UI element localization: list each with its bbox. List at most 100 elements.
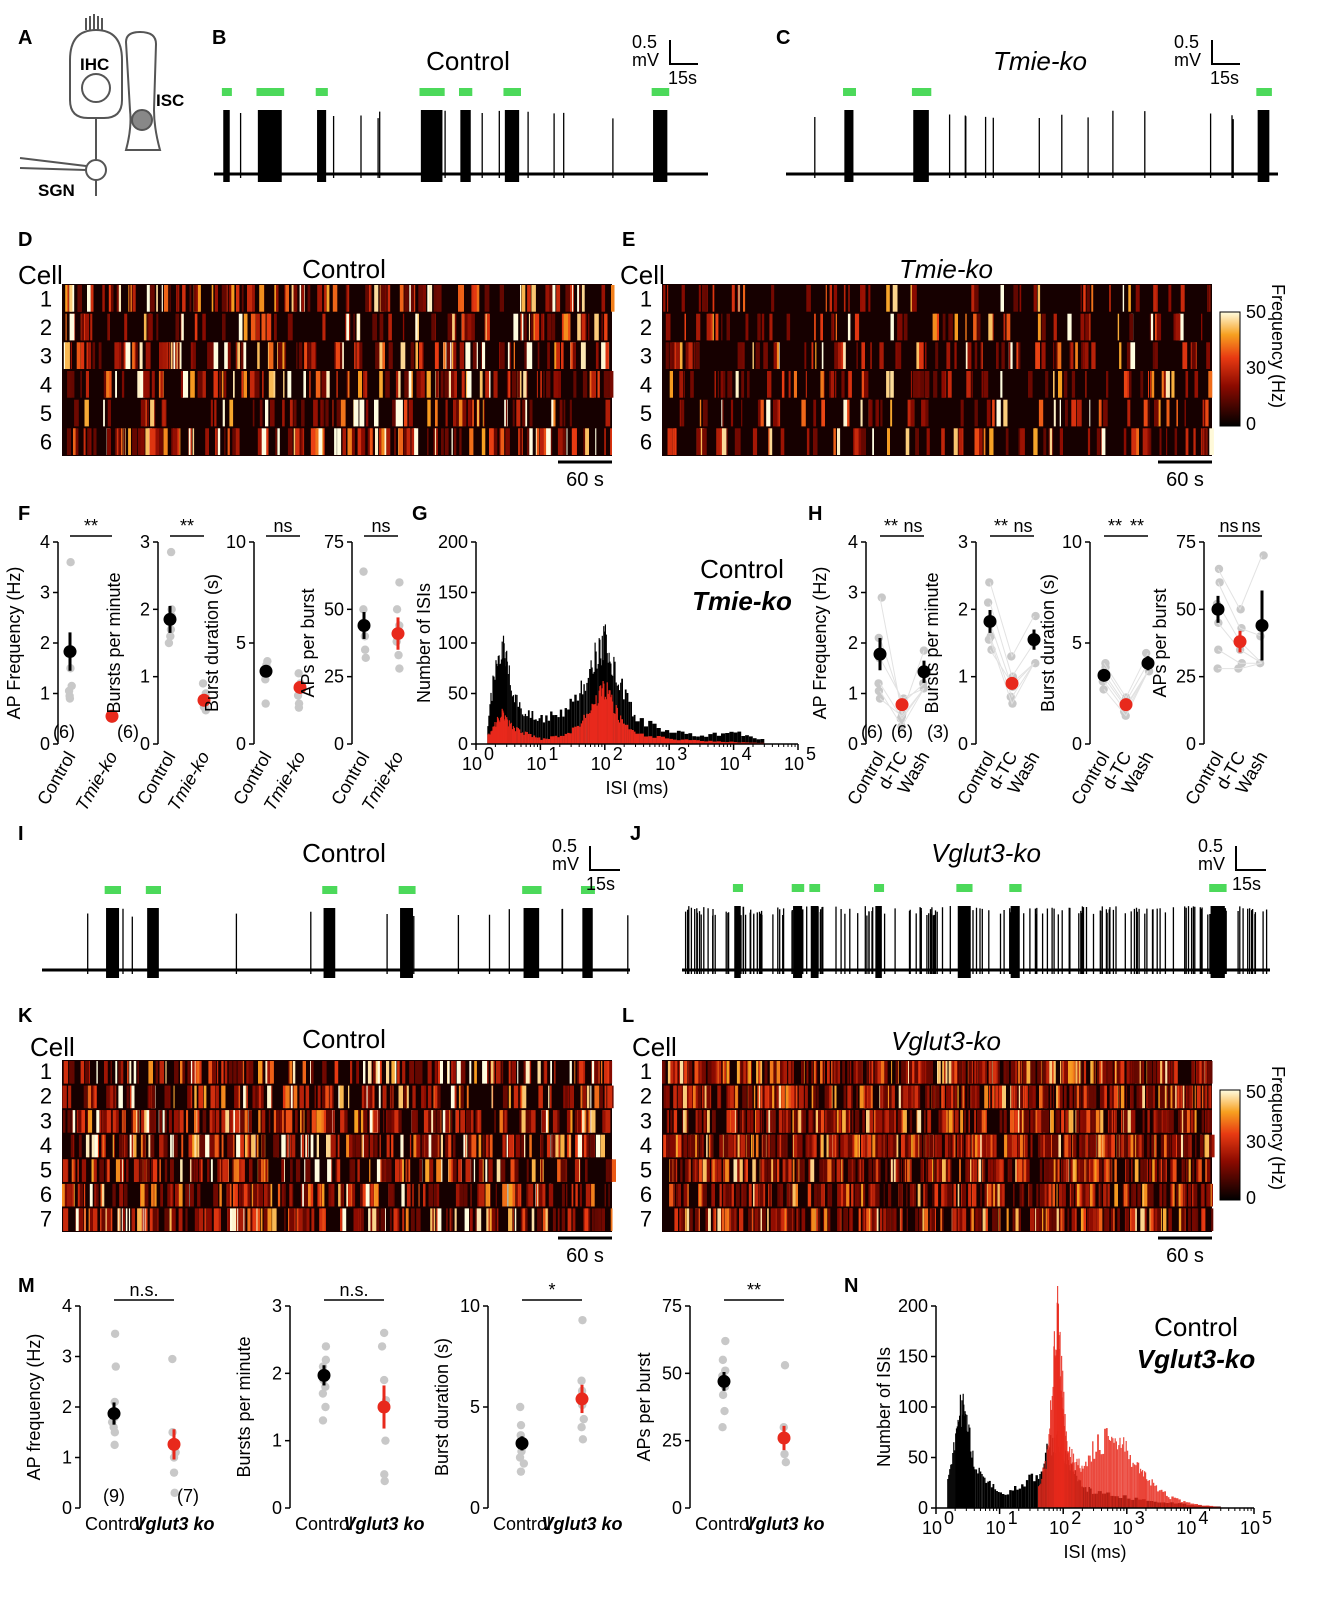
raster-burst — [346, 1183, 348, 1207]
raster-burst — [265, 1159, 268, 1182]
raster-burst — [1003, 1061, 1007, 1084]
raster-burst — [542, 313, 545, 341]
raster-burst — [891, 1085, 895, 1109]
raster-burst — [62, 1183, 65, 1207]
raster-burst — [406, 428, 411, 455]
raster-burst — [857, 1159, 859, 1182]
raster-burst — [104, 371, 110, 398]
raster-burst — [70, 371, 75, 398]
raster-burst — [609, 371, 614, 398]
paired-line — [879, 657, 925, 700]
raster-burst — [1008, 1134, 1012, 1158]
raster-burst — [695, 1085, 698, 1109]
y-tick-label: 5 — [470, 1397, 480, 1417]
raster-burst — [520, 1208, 523, 1231]
trace-panel-b — [214, 88, 708, 182]
raster-burst — [499, 285, 504, 312]
raster-burst — [1008, 342, 1011, 369]
raster-burst — [84, 1183, 86, 1207]
raster-burst — [1186, 1110, 1190, 1133]
raster-burst — [1179, 1208, 1182, 1231]
raster-burst — [727, 371, 733, 398]
raster-burst — [486, 1208, 490, 1231]
raster-burst — [486, 1061, 489, 1084]
raster-burst — [720, 371, 723, 398]
raster-burst — [537, 1061, 541, 1084]
raster-burst — [92, 1208, 98, 1231]
raster-burst — [1132, 1183, 1137, 1207]
raster-burst — [1106, 371, 1109, 398]
raster-burst — [560, 1159, 566, 1182]
raster-burst — [277, 428, 280, 455]
raster-burst — [942, 1110, 947, 1133]
raster-burst — [894, 1134, 899, 1158]
raster-burst — [1039, 313, 1041, 341]
raster-burst — [679, 342, 683, 369]
raster-burst — [701, 1134, 704, 1158]
raster-burst — [383, 1085, 386, 1109]
raster-burst — [242, 342, 247, 369]
histogram-bar — [491, 700, 493, 744]
raster-burst — [463, 1183, 468, 1207]
raster-burst — [88, 1061, 90, 1084]
raster-burst — [98, 342, 102, 369]
raster-burst — [773, 1159, 776, 1182]
raster-burst — [461, 371, 465, 398]
raster-burst — [953, 428, 958, 455]
raster-burst — [86, 342, 89, 369]
raster-burst — [165, 1110, 167, 1133]
raster-burst — [548, 1085, 550, 1109]
raster-burst — [941, 1183, 945, 1207]
raster-burst — [804, 1085, 808, 1109]
raster-burst — [410, 285, 413, 312]
raster-burst — [196, 1110, 200, 1133]
individual-point — [394, 650, 403, 660]
trace-panel-j — [682, 884, 1270, 978]
trace-spikes — [684, 906, 1268, 978]
raster-burst — [594, 313, 599, 341]
raster-burst — [893, 1208, 897, 1231]
scale-time: 15s — [586, 874, 615, 894]
raster-burst — [313, 399, 318, 427]
raster-burst — [437, 1085, 441, 1109]
raster-burst — [854, 428, 860, 455]
raster-burst — [417, 1134, 421, 1158]
raster-burst — [267, 1085, 272, 1109]
raster-burst — [880, 1085, 883, 1109]
raster-burst — [402, 1061, 406, 1084]
raster-burst — [864, 371, 869, 398]
y-tick-label: 3 — [272, 1296, 282, 1316]
raster-burst — [842, 1110, 846, 1133]
raster-burst — [1046, 1061, 1049, 1084]
raster-burst — [954, 1061, 957, 1084]
histogram-bar — [513, 702, 515, 744]
raster-burst — [199, 1159, 203, 1182]
raster-burst — [74, 399, 79, 427]
raster-burst — [670, 1110, 673, 1133]
raster-burst — [763, 1183, 765, 1207]
trace-spikes — [87, 908, 629, 978]
raster-burst — [1147, 1061, 1150, 1084]
raster-burst — [1093, 1183, 1096, 1207]
raster-burst — [1208, 1061, 1211, 1084]
raster-burst — [265, 399, 269, 427]
raster-burst — [299, 428, 303, 455]
raster-burst — [810, 1208, 812, 1231]
raster-burst — [880, 399, 883, 427]
raster-burst — [1014, 1208, 1016, 1231]
mean-point — [197, 693, 211, 707]
raster-burst — [929, 1208, 933, 1231]
raster-burst — [262, 371, 264, 398]
raster-burst — [526, 342, 529, 369]
raster-burst — [375, 342, 380, 369]
raster-burst — [891, 1061, 893, 1084]
histogram-bar — [652, 723, 657, 744]
raster-burst — [719, 1134, 723, 1158]
raster-burst — [405, 1085, 409, 1109]
raster-burst — [515, 1134, 520, 1158]
cell-number: 4 — [640, 1133, 652, 1158]
raster-burst — [760, 1159, 762, 1182]
raster-burst — [403, 428, 407, 455]
y-tick-label: 75 — [662, 1296, 682, 1316]
